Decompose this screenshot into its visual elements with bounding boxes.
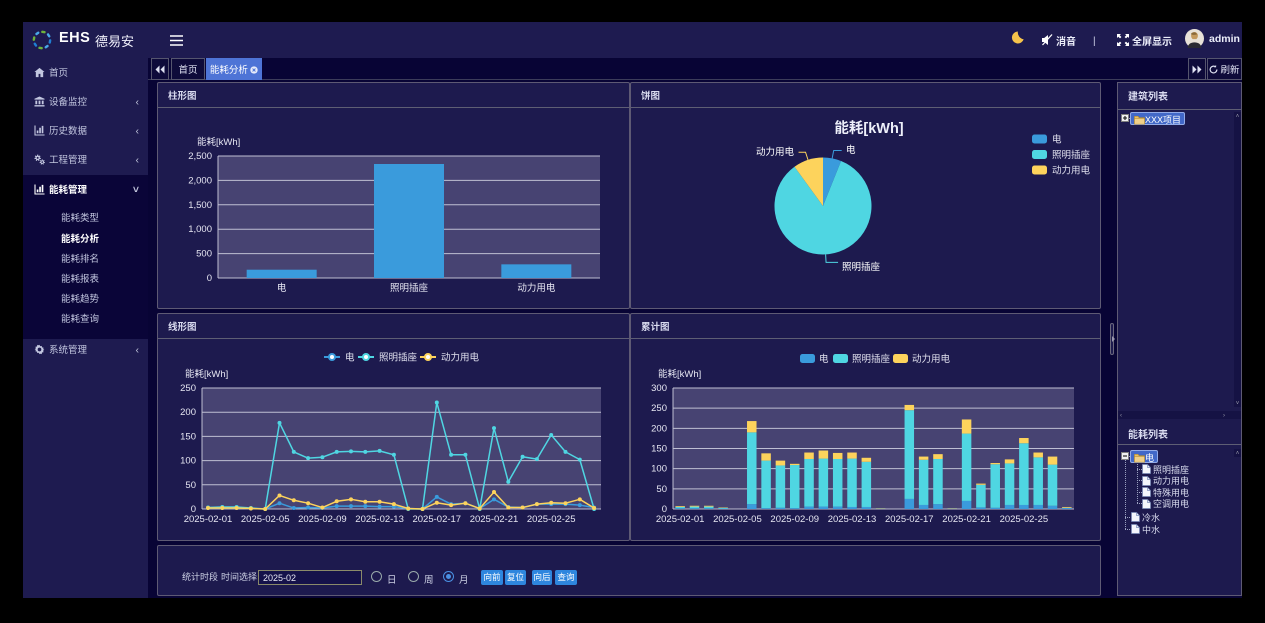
svg-text:2025-02-17: 2025-02-17 — [885, 511, 934, 525]
svg-text:2025-02-09: 2025-02-09 — [770, 511, 819, 525]
svg-text:动力用电: 动力用电 — [1052, 163, 1091, 177]
svg-text:2025-02-25: 2025-02-25 — [527, 511, 576, 525]
svg-text:2025-02-01: 2025-02-01 — [184, 511, 233, 525]
svg-text:1,000: 1,000 — [188, 221, 212, 235]
svg-text:50: 50 — [185, 477, 196, 491]
svg-text:电: 电 — [846, 142, 856, 156]
svg-text:电: 电 — [277, 280, 287, 294]
svg-text:电: 电 — [1052, 132, 1062, 146]
svg-text:250: 250 — [651, 400, 667, 414]
svg-text:0: 0 — [662, 501, 667, 515]
svg-text:100: 100 — [180, 453, 196, 467]
svg-text:动力用电: 动力用电 — [912, 351, 951, 365]
svg-text:200: 200 — [180, 404, 196, 418]
svg-text:0: 0 — [191, 501, 196, 515]
svg-text:2025-02-25: 2025-02-25 — [1000, 511, 1049, 525]
svg-text:250: 250 — [180, 380, 196, 394]
svg-text:2025-02-21: 2025-02-21 — [470, 511, 519, 525]
svg-text:动力用电: 动力用电 — [517, 280, 556, 294]
svg-text:2025-02-13: 2025-02-13 — [355, 511, 404, 525]
svg-text:100: 100 — [651, 461, 667, 475]
svg-text:2025-02-09: 2025-02-09 — [298, 511, 347, 525]
svg-text:照明插座: 照明插座 — [852, 351, 891, 365]
svg-text:照明插座: 照明插座 — [390, 280, 429, 294]
svg-text:能耗[kWh]: 能耗[kWh] — [185, 366, 228, 380]
svg-text:能耗[kWh]: 能耗[kWh] — [834, 117, 903, 138]
svg-text:2025-02-05: 2025-02-05 — [241, 511, 290, 525]
svg-text:电: 电 — [345, 350, 355, 364]
svg-text:150: 150 — [651, 441, 667, 455]
svg-text:能耗[kWh]: 能耗[kWh] — [658, 366, 701, 380]
svg-text:能耗[kWh]: 能耗[kWh] — [197, 134, 240, 148]
svg-text:2025-02-01: 2025-02-01 — [656, 511, 705, 525]
svg-text:2,500: 2,500 — [188, 148, 212, 162]
svg-text:动力用电: 动力用电 — [441, 350, 480, 364]
svg-text:2,000: 2,000 — [188, 172, 212, 186]
svg-text:150: 150 — [180, 428, 196, 442]
svg-text:照明插座: 照明插座 — [1052, 147, 1091, 161]
svg-text:1,500: 1,500 — [188, 197, 212, 211]
svg-text:照明插座: 照明插座 — [379, 350, 418, 364]
svg-text:2025-02-13: 2025-02-13 — [828, 511, 877, 525]
svg-text:500: 500 — [196, 246, 212, 260]
svg-text:2025-02-21: 2025-02-21 — [942, 511, 991, 525]
svg-text:动力用电: 动力用电 — [756, 144, 795, 158]
svg-text:300: 300 — [651, 380, 667, 394]
svg-text:2025-02-05: 2025-02-05 — [713, 511, 762, 525]
svg-text:0: 0 — [207, 270, 212, 284]
svg-text:50: 50 — [656, 481, 667, 495]
svg-text:2025-02-17: 2025-02-17 — [412, 511, 461, 525]
svg-text:200: 200 — [651, 420, 667, 434]
svg-text:照明插座: 照明插座 — [842, 259, 881, 273]
svg-text:电: 电 — [819, 351, 829, 365]
